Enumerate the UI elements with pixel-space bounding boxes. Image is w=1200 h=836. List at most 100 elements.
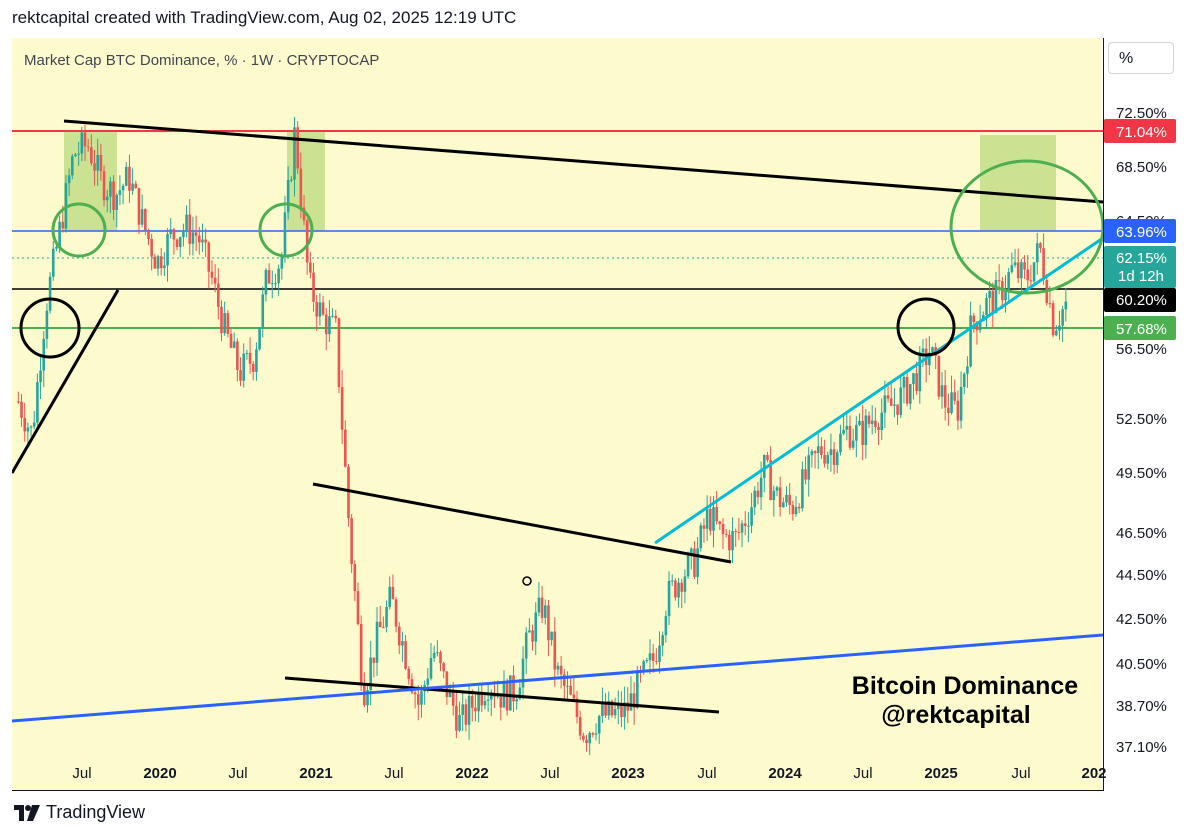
candle-body bbox=[912, 373, 915, 385]
candle-body bbox=[429, 657, 433, 679]
candle-body bbox=[153, 256, 157, 269]
price-tick-label: 56.50% bbox=[1116, 341, 1167, 358]
candle-body bbox=[899, 387, 903, 415]
trendline-lower-left-support[interactable] bbox=[12, 289, 120, 474]
candle-body bbox=[905, 377, 909, 404]
candle-body bbox=[902, 377, 906, 388]
candle-body bbox=[369, 657, 372, 691]
candle-body bbox=[597, 716, 601, 734]
candle-body bbox=[648, 653, 652, 661]
candle-body bbox=[239, 370, 242, 381]
current-price-badge[interactable]: 62.15% 1d 12h bbox=[1104, 246, 1176, 288]
candle-body bbox=[766, 455, 769, 461]
candle-body bbox=[531, 630, 534, 642]
time-tick-label: Jul bbox=[384, 765, 403, 782]
candle-body bbox=[112, 181, 115, 210]
candle-body bbox=[988, 290, 991, 298]
candle-body bbox=[194, 232, 198, 236]
candle-body bbox=[750, 507, 753, 526]
price-tick-label: 44.50% bbox=[1116, 567, 1167, 584]
plot-area[interactable] bbox=[12, 38, 1102, 790]
candle-body bbox=[58, 221, 61, 247]
candle-body bbox=[242, 353, 246, 381]
candle-body bbox=[1023, 262, 1026, 270]
trendline-channel-top[interactable] bbox=[312, 482, 732, 564]
trendline-upper-resistance[interactable] bbox=[63, 119, 1103, 204]
marker-circle-green-2020[interactable] bbox=[258, 202, 314, 258]
candle-body bbox=[51, 248, 55, 277]
candle-body bbox=[356, 591, 360, 624]
candle-body bbox=[667, 580, 671, 617]
candle-body bbox=[67, 175, 71, 184]
candle-body bbox=[45, 310, 49, 339]
candle-body bbox=[207, 242, 211, 272]
marker-circle-green-2025[interactable] bbox=[949, 159, 1103, 295]
candle-body bbox=[553, 631, 557, 670]
candle-body bbox=[64, 183, 68, 229]
candle-body bbox=[734, 530, 738, 532]
candle-body bbox=[29, 426, 33, 428]
bar-countdown-label: 1d 12h bbox=[1118, 268, 1164, 285]
marker-circle-black-2019[interactable] bbox=[19, 297, 81, 359]
tradingview-brand[interactable]: TradingView bbox=[14, 802, 145, 823]
candle-body bbox=[455, 705, 458, 731]
candle-body bbox=[566, 685, 569, 687]
candle-body bbox=[137, 188, 141, 225]
level-badge-71-04[interactable]: 71.04% bbox=[1104, 119, 1176, 143]
level-badge-63-96[interactable]: 63.96% bbox=[1104, 219, 1176, 243]
trendline-blue-long-support[interactable] bbox=[12, 633, 1103, 723]
candle-body bbox=[858, 420, 861, 425]
candle-body bbox=[537, 597, 541, 613]
price-tick-label: 37.10% bbox=[1116, 739, 1167, 756]
candle-body bbox=[839, 433, 842, 453]
candle-body bbox=[337, 318, 341, 388]
candle-body bbox=[410, 679, 414, 693]
candle-body bbox=[629, 693, 633, 711]
price-scale[interactable] bbox=[1103, 38, 1200, 790]
candle-body bbox=[616, 702, 620, 710]
level-badge-57-68[interactable]: 57.68% bbox=[1104, 316, 1176, 340]
candle-body bbox=[480, 692, 484, 706]
candle-body bbox=[420, 691, 423, 705]
candle-body bbox=[889, 398, 893, 406]
candle-body bbox=[569, 685, 572, 695]
candle-body bbox=[861, 420, 864, 446]
trendline-channel-bottom[interactable] bbox=[284, 676, 720, 714]
candle-body bbox=[835, 452, 839, 466]
candle-body bbox=[436, 652, 439, 654]
candle-body bbox=[563, 674, 566, 686]
candle-body bbox=[855, 424, 858, 441]
candle-body bbox=[23, 418, 26, 432]
candle-body bbox=[302, 207, 306, 221]
candle-body bbox=[388, 586, 392, 607]
candle-body bbox=[613, 709, 617, 716]
candle-body bbox=[315, 301, 319, 317]
candle-body bbox=[318, 302, 322, 317]
candle-body bbox=[572, 694, 576, 699]
candle-body bbox=[391, 586, 395, 600]
candle-body bbox=[683, 576, 687, 592]
candle-body bbox=[591, 733, 595, 735]
candle-body bbox=[601, 704, 604, 717]
candle-body bbox=[182, 230, 185, 238]
candle-body bbox=[731, 530, 734, 551]
unit-toggle-button[interactable]: % bbox=[1108, 42, 1174, 74]
price-tick-label: 68.50% bbox=[1116, 159, 1167, 176]
candle-body bbox=[340, 387, 344, 430]
candle-body bbox=[556, 665, 560, 670]
candle-body bbox=[80, 132, 84, 154]
candle-body bbox=[975, 322, 979, 331]
candle-body bbox=[477, 692, 480, 712]
trendline-cyan-support[interactable] bbox=[654, 236, 1103, 545]
candle-body bbox=[651, 653, 655, 662]
marker-circle-green-2019[interactable] bbox=[51, 202, 107, 258]
candle-body bbox=[124, 166, 128, 186]
candle-body bbox=[782, 502, 785, 508]
candle-body bbox=[724, 534, 728, 536]
candle-body bbox=[99, 154, 103, 172]
candle-body bbox=[204, 239, 207, 243]
candle-body bbox=[312, 272, 315, 302]
level-badge-60-20[interactable]: 60.20% bbox=[1104, 288, 1176, 312]
marker-circle-black-2024[interactable] bbox=[896, 297, 956, 357]
candle-body bbox=[245, 352, 249, 354]
